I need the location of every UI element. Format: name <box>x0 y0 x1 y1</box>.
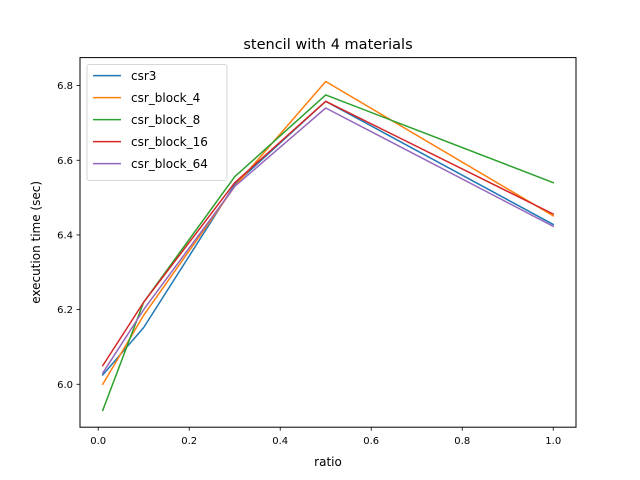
legend-label: csr3 <box>131 69 156 83</box>
legend: csr3 csr_block_4 csr_block_8 csr_block_16cs… <box>86 64 228 181</box>
plot-area <box>101 80 555 412</box>
x-tick-label: 1.0 <box>545 436 561 447</box>
series-line-csr-block-16 <box>101 100 555 367</box>
x-tick-label: 0.6 <box>363 436 379 447</box>
x-tick-label: 0.8 <box>454 436 470 447</box>
y-axis: 6.0 6.2 6.4 6.6 6.8 <box>57 81 80 391</box>
y-tick-label: 6.8 <box>57 81 73 92</box>
x-tick-label: 0.0 <box>90 436 106 447</box>
series-line-csr3 <box>101 100 555 376</box>
x-axis-label: ratio <box>314 455 342 469</box>
series-line-csr-block-8 <box>101 94 555 412</box>
legend-box <box>86 64 228 181</box>
chart-title: stencil with 4 materials <box>243 37 412 53</box>
y-tick-label: 6.4 <box>57 231 73 242</box>
legend-label: csr_block_4 <box>131 91 200 105</box>
axes-frame <box>79 57 577 428</box>
series-line-csr-block-64 <box>101 107 555 375</box>
y-axis-label: execution time (sec) <box>29 181 43 304</box>
y-tick-label: 6.2 <box>57 305 73 316</box>
x-axis: 0.0 0.2 0.4 0.6 0.8 1.0 <box>90 427 561 447</box>
x-tick-label: 0.4 <box>272 436 288 447</box>
y-tick-label: 6.0 <box>57 380 73 391</box>
y-tick-label: 6.6 <box>57 156 73 167</box>
legend-label: csr_block_64 <box>131 157 208 171</box>
legend-label: csr_block_8 <box>131 113 200 127</box>
legend-label: csr_block_16 <box>131 135 208 149</box>
x-tick-label: 0.2 <box>181 436 197 447</box>
